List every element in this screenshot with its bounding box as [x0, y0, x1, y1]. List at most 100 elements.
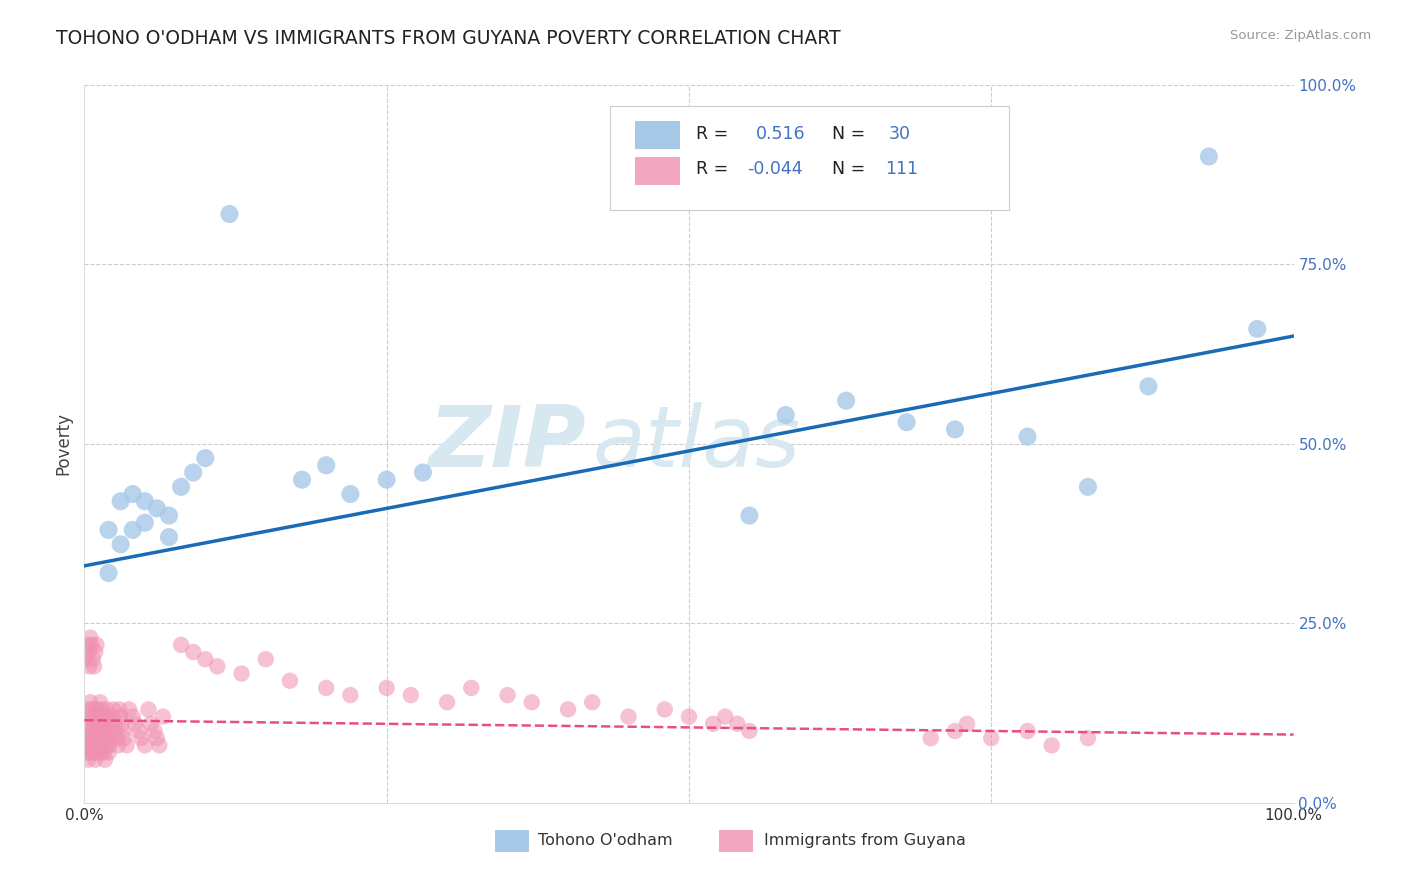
Point: [94, 753, 117, 767]
Point: [1017, 724, 1039, 739]
Point: [702, 716, 724, 731]
Point: [181, 645, 204, 659]
Point: [139, 716, 162, 731]
Point: [121, 487, 143, 501]
Point: [146, 501, 169, 516]
Point: [80, 731, 103, 746]
Point: [77, 709, 100, 723]
Bar: [634, 120, 681, 149]
Point: [218, 207, 240, 221]
Point: [1077, 731, 1099, 746]
Point: [77, 659, 100, 673]
Point: [98, 724, 121, 739]
Point: [93, 746, 115, 760]
Bar: [495, 830, 529, 852]
Point: [146, 731, 169, 746]
Point: [1246, 322, 1268, 336]
Text: Source: ZipAtlas.com: Source: ZipAtlas.com: [1230, 29, 1371, 42]
Point: [94, 702, 117, 716]
Text: TOHONO O'ODHAM VS IMMIGRANTS FROM GUYANA POVERTY CORRELATION CHART: TOHONO O'ODHAM VS IMMIGRANTS FROM GUYANA…: [56, 29, 841, 47]
Point: [231, 666, 253, 681]
Point: [654, 702, 676, 716]
Point: [90, 731, 112, 746]
Point: [943, 724, 966, 739]
Text: ZIP: ZIP: [429, 402, 586, 485]
Point: [108, 702, 131, 716]
Point: [101, 709, 124, 723]
Point: [97, 566, 120, 580]
Point: [714, 709, 737, 723]
Point: [80, 702, 103, 716]
Text: atlas: atlas: [592, 402, 800, 485]
Point: [315, 458, 337, 473]
Point: [157, 508, 180, 523]
Point: [124, 716, 146, 731]
Point: [194, 652, 217, 666]
Point: [94, 731, 117, 746]
Point: [103, 702, 125, 716]
Text: 0.516: 0.516: [755, 125, 806, 144]
Bar: [634, 157, 681, 186]
Point: [75, 652, 97, 666]
Point: [1198, 150, 1220, 164]
Text: 111: 111: [884, 161, 918, 178]
Point: [148, 739, 170, 753]
Point: [339, 688, 361, 702]
Point: [738, 724, 761, 739]
Point: [76, 638, 98, 652]
Point: [1077, 480, 1099, 494]
Point: [835, 393, 858, 408]
Point: [97, 746, 120, 760]
Point: [75, 739, 97, 753]
Point: [112, 724, 135, 739]
Point: [77, 731, 100, 746]
Point: [1017, 429, 1039, 443]
Point: [89, 724, 111, 739]
Point: [77, 739, 100, 753]
Point: [93, 716, 115, 731]
Point: [278, 673, 301, 688]
Point: [375, 681, 398, 695]
Point: [96, 709, 118, 723]
Point: [254, 652, 277, 666]
Point: [436, 695, 458, 709]
Point: [82, 652, 104, 666]
Point: [98, 739, 121, 753]
Point: [94, 724, 117, 739]
Point: [956, 716, 979, 731]
Point: [121, 523, 143, 537]
Point: [128, 724, 150, 739]
Point: [87, 746, 110, 760]
Point: [97, 523, 120, 537]
Point: [76, 724, 98, 739]
Point: [375, 473, 398, 487]
Point: [76, 746, 98, 760]
Point: [129, 731, 152, 746]
Point: [84, 724, 107, 739]
Point: [82, 739, 104, 753]
Point: [181, 466, 204, 480]
Text: Tohono O'odham: Tohono O'odham: [538, 833, 672, 848]
Point: [520, 695, 543, 709]
Point: [110, 709, 132, 723]
Point: [194, 451, 217, 466]
Point: [91, 739, 114, 753]
Point: [77, 702, 100, 716]
Point: [617, 709, 640, 723]
Point: [77, 645, 100, 659]
Point: [84, 645, 107, 659]
Point: [104, 724, 127, 739]
Point: [86, 739, 108, 753]
Point: [86, 702, 108, 716]
Point: [83, 746, 105, 760]
Point: [115, 739, 138, 753]
Point: [90, 702, 112, 716]
Point: [980, 731, 1002, 746]
Point: [775, 408, 797, 422]
Point: [143, 724, 166, 739]
Point: [86, 731, 108, 746]
Text: Immigrants from Guyana: Immigrants from Guyana: [763, 833, 966, 848]
Point: [725, 716, 748, 731]
Point: [83, 659, 105, 673]
Point: [134, 516, 156, 530]
